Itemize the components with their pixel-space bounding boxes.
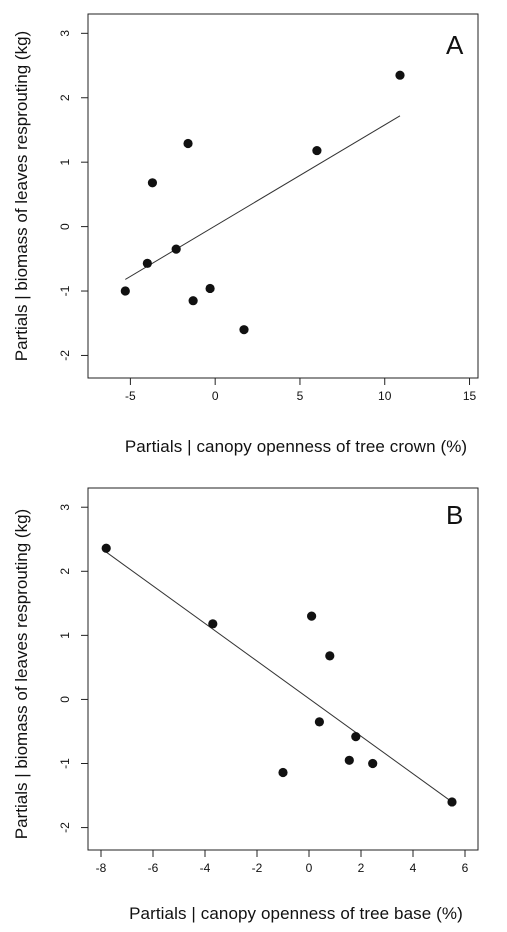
x-tick-label-b: 0 (306, 861, 313, 875)
x-tick-label-b: -2 (252, 861, 263, 875)
y-tick-label-b: -2 (58, 822, 72, 833)
y-tick-label-a: -2 (58, 350, 72, 361)
x-axis-label-b: Partials | canopy openness of tree base … (129, 904, 463, 923)
data-point-b (351, 731, 361, 742)
regression-line-b (105, 551, 453, 803)
panel-label-a: A (446, 30, 464, 60)
data-point-a (120, 286, 130, 296)
x-axis-label-a: Partials | canopy openness of tree crown… (124, 437, 468, 456)
y-tick-label-b: 1 (58, 632, 72, 639)
y-tick-label-a: 3 (58, 30, 72, 37)
data-point-a (239, 325, 249, 335)
data-point-a (188, 296, 198, 306)
data-point-a (142, 258, 152, 268)
x-tick-label-b: -4 (200, 861, 211, 875)
y-tick-label-a: 2 (58, 94, 72, 101)
x-tick-label-b: -8 (96, 861, 107, 875)
x-tick-label-a: 15 (463, 389, 477, 403)
regression-line-a (125, 115, 401, 280)
chart-panel-a: -5 0 5 10 15 -2 -1 0 1 2 3 A Partials | biomass of… (12, 13, 479, 456)
y-tick-label-a: -1 (58, 285, 72, 296)
x-tick-label-a: 5 (297, 389, 304, 403)
y-axis-label-text-a: Partials | biomass of leaves resprouting… (12, 30, 31, 362)
data-point-a (312, 145, 322, 156)
data-point-a (395, 70, 405, 80)
x-tick-label-a: 0 (212, 389, 219, 403)
y-tick-label-b: -1 (58, 758, 72, 769)
y-tick-label-b: 0 (58, 696, 72, 703)
data-point-a (205, 283, 215, 294)
x-tick-label-b: 4 (410, 861, 417, 875)
data-point-b (368, 758, 378, 769)
plot-frame-a (87, 13, 479, 379)
data-point-b (307, 611, 317, 621)
data-point-b (101, 543, 111, 553)
data-point-a (147, 178, 158, 188)
x-tick-label-b: 2 (358, 861, 365, 875)
scatter-plot-b: -8 -6 -4 -2 0 2 4 6 -2 -1 0 1 2 3 (58, 487, 479, 875)
x-tick-label-b: -6 (148, 861, 159, 875)
y-tick-label-a: 0 (58, 223, 72, 230)
data-point-a (171, 244, 181, 254)
data-point-b (447, 797, 457, 807)
data-point-a (183, 138, 193, 149)
data-point-b (278, 767, 288, 778)
data-point-b (208, 619, 218, 629)
y-tick-label-b: 3 (58, 504, 72, 511)
chart-panel-b: -8 -6 -4 -2 0 2 4 6 -2 -1 0 1 2 3 B Partials | biomas… (0, 466, 507, 932)
y-tick-label-a: 1 (58, 159, 72, 166)
x-tick-label-b: 6 (462, 861, 469, 875)
y-tick-label-b: 2 (58, 568, 72, 575)
x-tick-label-a: -5 (125, 389, 136, 403)
data-point-b (325, 651, 335, 661)
data-point-b (344, 755, 354, 765)
data-point-b (314, 717, 324, 727)
scatter-plot-a: -5 0 5 10 15 -2 -1 0 1 2 3 (58, 13, 479, 403)
panel-label-b: B (446, 500, 464, 530)
plot-frame-b (87, 487, 479, 851)
y-axis-label-text-b: Partials | biomass of leaves resprouting… (12, 508, 31, 840)
x-tick-label-a: 10 (378, 389, 392, 403)
